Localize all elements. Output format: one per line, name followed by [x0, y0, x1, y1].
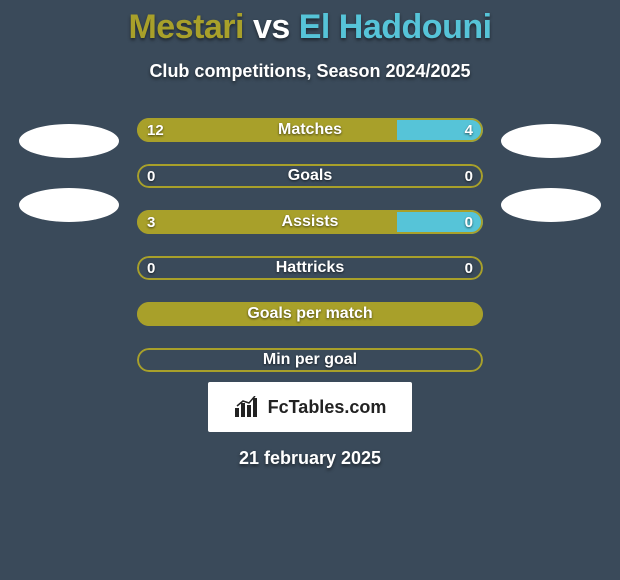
stat-row-assists: 30Assists	[137, 210, 483, 234]
comparison-card: Mestari vs El Haddouni Club competitions…	[0, 0, 620, 469]
avatar-placeholder	[501, 188, 601, 222]
stat-label: Assists	[137, 210, 483, 234]
title-player2: El Haddouni	[299, 8, 492, 46]
bars-icon	[234, 396, 262, 418]
stat-label: Hattricks	[137, 256, 483, 280]
avatar-placeholder	[19, 188, 119, 222]
stat-label: Goals	[137, 164, 483, 188]
stat-label: Min per goal	[137, 348, 483, 372]
avatar-placeholder	[19, 124, 119, 158]
stat-row-goals: 00Goals	[137, 164, 483, 188]
stat-row-goals-per-match: Goals per match	[137, 302, 483, 326]
brand-logo: FcTables.com	[208, 382, 412, 432]
left-avatar-col	[19, 118, 119, 222]
chart-area: 124Matches 00Goals 30Assists 00Hattricks Goa…	[0, 118, 620, 372]
stat-label: Matches	[137, 118, 483, 142]
right-avatar-col	[501, 118, 601, 222]
brand-text: FcTables.com	[268, 397, 387, 418]
stat-row-min-per-goal: Min per goal	[137, 348, 483, 372]
title-player1: Mestari	[128, 8, 244, 46]
stat-row-matches: 124Matches	[137, 118, 483, 142]
stat-row-hattricks: 00Hattricks	[137, 256, 483, 280]
title-vs: vs	[253, 8, 290, 46]
footer-date: 21 february 2025	[0, 448, 620, 469]
subtitle: Club competitions, Season 2024/2025	[0, 61, 620, 82]
comparison-bars: 124Matches 00Goals 30Assists 00Hattricks Goa…	[137, 118, 483, 372]
avatar-placeholder	[501, 124, 601, 158]
page-title: Mestari vs El Haddouni	[0, 8, 620, 47]
stat-label: Goals per match	[137, 302, 483, 326]
